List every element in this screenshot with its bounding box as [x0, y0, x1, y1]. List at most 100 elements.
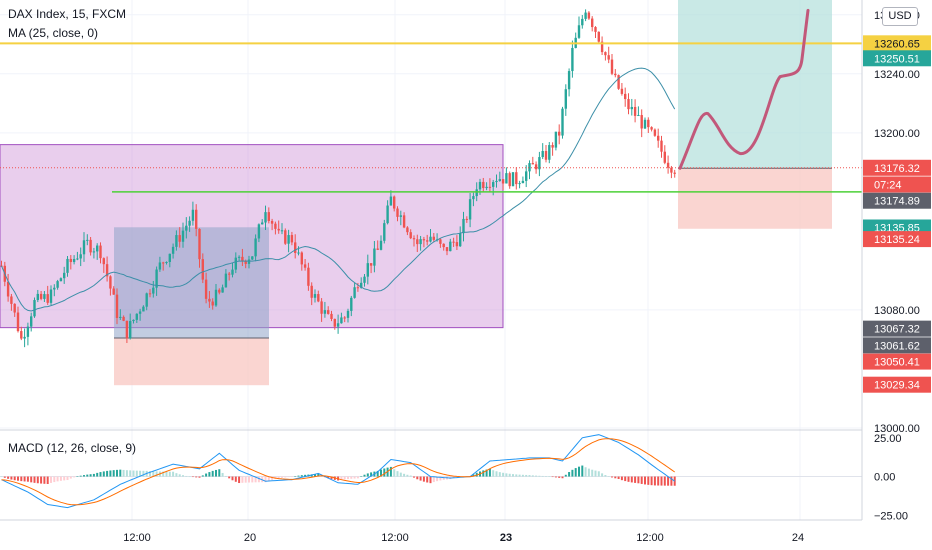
- price-label: 13260.65: [874, 38, 920, 50]
- macd-histogram-bar: [122, 469, 125, 477]
- macd-histogram-bar: [624, 476, 627, 482]
- candle-body: [455, 242, 459, 247]
- macd-histogram-bar: [370, 472, 373, 477]
- macd-histogram-bar: [360, 476, 363, 477]
- macd-histogram-bar: [561, 476, 564, 479]
- macd-histogram-bar: [248, 476, 250, 483]
- candle-body: [59, 278, 63, 282]
- candle-body: [544, 151, 548, 160]
- macd-histogram-bar: [393, 469, 396, 477]
- time-axis[interactable]: 12:00 20 12:00 23 12:00 24: [0, 519, 862, 544]
- ma-layer: [1, 67, 676, 312]
- macd-histogram-bar: [571, 469, 574, 477]
- candle-body: [333, 318, 336, 327]
- macd-histogram-bar: [102, 471, 105, 477]
- candle-body: [564, 89, 567, 109]
- time-tick: 12:00: [123, 532, 151, 544]
- macd-histogram-bar: [281, 476, 283, 478]
- candle-body: [432, 236, 435, 240]
- macd-histogram-bar: [587, 468, 590, 477]
- candle-body: [247, 259, 251, 264]
- macd-histogram-bar: [188, 476, 191, 478]
- macd-histogram-bar: [17, 476, 19, 481]
- price-label-box: [863, 176, 931, 193]
- macd-histogram-bar: [512, 474, 514, 477]
- candle-body: [409, 232, 412, 239]
- candle-body: [165, 261, 168, 263]
- macd-histogram-bar: [257, 476, 260, 483]
- macd-tick: 0.00: [874, 472, 895, 484]
- candle-body: [23, 336, 26, 339]
- candle-body: [554, 131, 558, 148]
- macd-histogram-bar: [277, 476, 280, 479]
- macd-histogram-bar: [89, 474, 92, 477]
- currency-badge[interactable]: USD: [882, 7, 918, 26]
- price-label-box: [863, 353, 931, 370]
- macd-histogram-bar: [647, 476, 650, 485]
- candle-body: [86, 239, 89, 241]
- macd-histogram-bar: [347, 476, 349, 480]
- price-label: 13050.41: [874, 357, 920, 369]
- macd-histogram-bar: [119, 469, 122, 477]
- price-label-box: [863, 376, 931, 393]
- candle-body: [657, 135, 660, 141]
- candle-body: [251, 256, 254, 260]
- macd-histogram-bar: [620, 476, 623, 481]
- candle-body: [168, 253, 171, 262]
- candle-body: [653, 129, 657, 136]
- macd-histogram-bar: [663, 476, 666, 486]
- macd-histogram-bar: [482, 470, 485, 477]
- macd-histogram-bar: [182, 475, 184, 477]
- candle-body: [171, 246, 175, 254]
- macd-histogram-bar: [538, 475, 541, 477]
- macd-histogram-bar: [630, 476, 633, 483]
- macd-histogram-bar: [287, 476, 290, 478]
- macd-histogram-bar: [165, 471, 168, 477]
- macd-histogram-bar: [426, 476, 429, 483]
- macd-histogram-bar: [383, 468, 386, 477]
- candle-body: [336, 323, 340, 327]
- candle-body: [597, 31, 600, 42]
- candle-body: [429, 236, 432, 242]
- candle-body: [237, 256, 241, 258]
- stop-box: [678, 168, 832, 229]
- macd-histogram-bar: [558, 476, 561, 478]
- candle-body: [198, 228, 201, 260]
- macd-histogram-bar: [205, 473, 208, 477]
- macd-histogram-bar: [611, 476, 613, 478]
- candle-body: [551, 145, 554, 148]
- macd-histogram-bar: [495, 471, 498, 477]
- macd-histogram-bar: [23, 476, 26, 482]
- time-tick: 24: [792, 532, 804, 544]
- macd-histogram-bar: [218, 469, 221, 477]
- price-label: 13029.34: [874, 380, 920, 392]
- macd-histogram-bar: [99, 472, 102, 477]
- macd-histogram-bar: [241, 476, 244, 483]
- price-axis[interactable]: 13280.0013240.0013200.0013080.0013000.00…: [861, 0, 932, 550]
- macd-histogram-bar: [617, 476, 620, 479]
- candle-body: [132, 319, 135, 322]
- candle-body: [33, 300, 36, 317]
- candle-body: [600, 41, 604, 53]
- macd-histogram-bar: [191, 476, 194, 478]
- candle-body: [356, 287, 360, 289]
- macd-histogram-bar: [584, 467, 587, 477]
- candle-body: [571, 47, 574, 72]
- candle-body: [221, 287, 224, 293]
- macd-histogram-bar: [614, 476, 617, 479]
- macd-histogram-bar: [564, 474, 567, 477]
- macd-histogram-bar: [139, 470, 142, 477]
- macd-histogram-bar: [403, 473, 406, 477]
- price-label: 07:24: [874, 179, 902, 191]
- macd-histogram-bar: [73, 476, 76, 478]
- macd-histogram-bar: [244, 476, 247, 483]
- candle-body: [195, 209, 198, 229]
- candle-body: [475, 189, 478, 197]
- candle-body: [670, 167, 673, 173]
- macd-histogram-bar: [498, 472, 501, 477]
- macd-histogram-bar: [607, 476, 610, 477]
- candle-body: [607, 55, 610, 60]
- candle-body: [624, 93, 627, 100]
- price-label: 13174.89: [874, 196, 920, 208]
